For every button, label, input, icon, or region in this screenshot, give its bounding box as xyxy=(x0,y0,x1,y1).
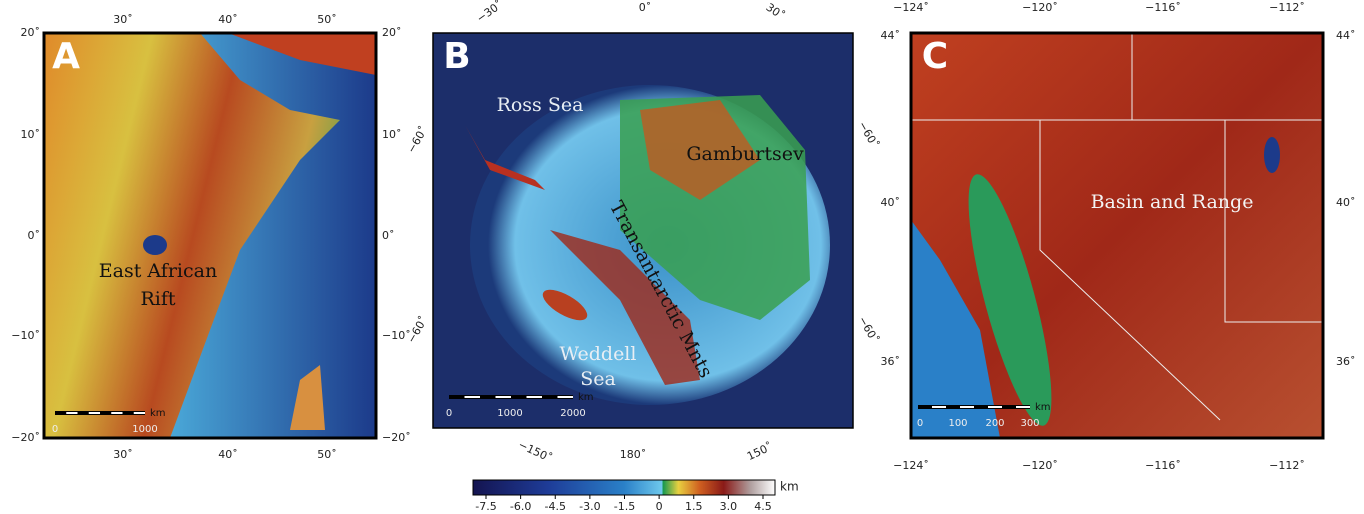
scale-label: 2000 xyxy=(560,408,585,419)
colorbar-tick-label: 3.0 xyxy=(720,500,738,513)
scale-bar-segment xyxy=(932,406,946,408)
tick-label: 40˚ xyxy=(218,13,238,26)
scale-bar-segment xyxy=(527,396,543,398)
tick-label: −60˚ xyxy=(405,124,431,155)
tick-label: −112˚ xyxy=(1269,1,1305,14)
scale-bar-segment xyxy=(558,396,574,398)
tick-label: 10˚ xyxy=(21,128,41,141)
scale-bar-segment xyxy=(496,396,512,398)
scale-unit: km xyxy=(1035,402,1051,413)
scale-label: 0 xyxy=(917,418,923,429)
tick-label: 180˚ xyxy=(620,448,647,461)
tick-label: 30˚ xyxy=(764,1,787,23)
region-label: Weddell xyxy=(560,343,637,365)
tick-label: 0˚ xyxy=(639,1,652,14)
scale-bar-segment xyxy=(111,412,122,414)
tick-label: −20˚ xyxy=(382,431,411,444)
scale-bar-segment xyxy=(465,396,481,398)
scale-bar-segment xyxy=(89,412,100,414)
tick-label: −120˚ xyxy=(1022,459,1058,472)
scale-unit: km xyxy=(578,392,594,403)
tick-label: 40˚ xyxy=(218,448,238,461)
tick-label: −116˚ xyxy=(1145,1,1181,14)
scale-label: 100 xyxy=(948,418,967,429)
tick-label: −124˚ xyxy=(893,1,929,14)
region-label: Sea xyxy=(580,368,616,390)
tick-label: 20˚ xyxy=(21,26,41,39)
tick-label: −124˚ xyxy=(893,459,929,472)
tick-label: −30˚ xyxy=(474,0,505,25)
region-label: Rift xyxy=(140,288,175,310)
map-a xyxy=(44,33,376,438)
panel-label: C xyxy=(922,36,948,77)
region-label: Ross Sea xyxy=(497,94,584,116)
tick-label: −112˚ xyxy=(1269,459,1305,472)
region-label: Basin and Range xyxy=(1091,191,1254,213)
tick-label: 30˚ xyxy=(113,448,133,461)
tick-label: −150˚ xyxy=(516,438,554,465)
tick-label: 50˚ xyxy=(317,13,337,26)
tick-label: −60˚ xyxy=(856,119,882,150)
tick-label: 36˚ xyxy=(881,355,901,368)
colorbar-tick-label: -3.0 xyxy=(579,500,600,513)
tick-label: −10˚ xyxy=(11,329,40,342)
colorbar xyxy=(473,480,775,495)
tick-label: 0˚ xyxy=(382,229,395,242)
scale-label: 200 xyxy=(985,418,1004,429)
scale-bar-segment xyxy=(134,412,145,414)
scale-bar-segment xyxy=(1016,406,1030,408)
colorbar-tick-label: -1.5 xyxy=(614,500,635,513)
region-label: Gamburtsev xyxy=(686,143,804,165)
tick-label: 50˚ xyxy=(317,448,337,461)
tick-label: 44˚ xyxy=(881,29,901,42)
scale-label: 1000 xyxy=(132,424,157,435)
panel-label: A xyxy=(52,36,80,77)
scale-label: 300 xyxy=(1020,418,1039,429)
figure: km A 30˚ 40˚ 50˚ 30˚ 40˚ 50˚ 20˚ 10˚ 0˚ −10˚ −20˚ 20… xyxy=(0,0,1364,514)
scale-unit: km xyxy=(150,408,166,419)
colorbar-tick-label: 1.5 xyxy=(685,500,703,513)
scale-bar-segment xyxy=(66,412,77,414)
colorbar-tick-label: 0 xyxy=(656,500,663,513)
tick-label: 10˚ xyxy=(382,128,402,141)
colorbar-tick-label: -7.5 xyxy=(475,500,496,513)
colorbar-unit: km xyxy=(780,480,799,494)
tick-label: −116˚ xyxy=(1145,459,1181,472)
map-c xyxy=(911,33,1323,438)
tick-label: 40˚ xyxy=(1336,196,1356,209)
tick-label: 36˚ xyxy=(1336,355,1356,368)
tick-label: 20˚ xyxy=(382,26,402,39)
scale-label: 1000 xyxy=(497,408,522,419)
scale-label: 0 xyxy=(52,424,58,435)
tick-label: −120˚ xyxy=(1022,1,1058,14)
tick-label: 150˚ xyxy=(745,440,775,463)
scale-label: 0 xyxy=(446,408,452,419)
tick-label: −60˚ xyxy=(856,314,882,345)
region-label: East African xyxy=(99,260,217,282)
colorbar-tick-label: -6.0 xyxy=(510,500,531,513)
scale-bar-segment xyxy=(960,406,974,408)
scale-bar-segment xyxy=(988,406,1002,408)
tick-label: 44˚ xyxy=(1336,29,1356,42)
panel-label: B xyxy=(443,36,470,77)
tick-label: 0˚ xyxy=(28,229,41,242)
colorbar-tick-label: 4.5 xyxy=(754,500,772,513)
colorbar-tick-label: -4.5 xyxy=(545,500,566,513)
tick-label: 30˚ xyxy=(113,13,133,26)
tick-label: 40˚ xyxy=(881,196,901,209)
tick-label: −20˚ xyxy=(11,431,40,444)
